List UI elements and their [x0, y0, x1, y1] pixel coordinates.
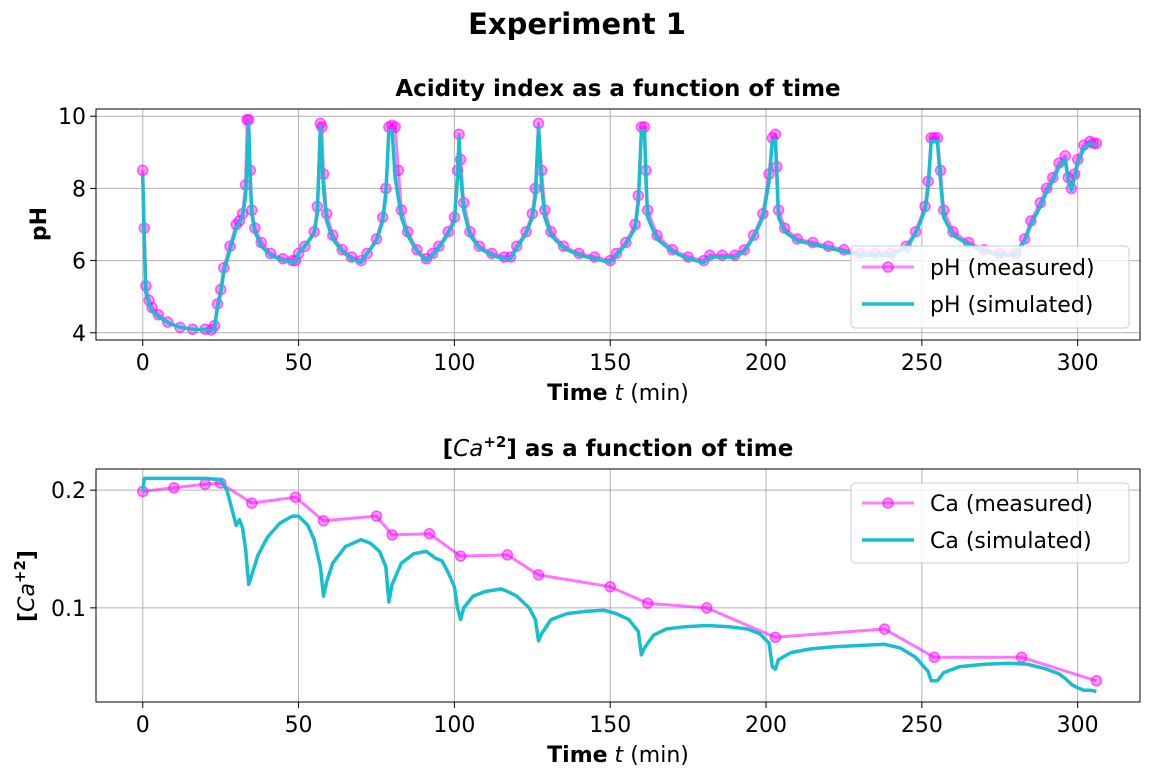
ca-x-tick-label: 100 [433, 713, 475, 738]
ca-measured-point [423, 527, 436, 540]
ca-legend-box [850, 482, 1130, 564]
ca-measured-point [289, 491, 302, 503]
ca-legend-simulated-label: Ca (simulated) [930, 529, 1092, 554]
ca-measured-point [246, 497, 258, 509]
ca-x-tick-label: 150 [589, 713, 631, 738]
ph-y-tick-label: 4 [72, 322, 86, 347]
ph-measured-point [769, 128, 782, 141]
ph-y-tick-label: 8 [72, 177, 86, 202]
ph-y-tick-label: 10 [58, 105, 86, 130]
ca-x-tick-label: 0 [136, 713, 150, 738]
ca-legend: Ca (measured) Ca (simulated) [850, 482, 1130, 564]
ph-plot-frame [95, 108, 1141, 341]
ca-x-ticks: 0 50 100 150 200 250 300 [136, 702, 1099, 738]
ph-x-tick-label: 0 [136, 351, 150, 376]
ph-simulated-line [140, 121, 1097, 333]
ph-legend-simulated-label: pH (simulated) [930, 293, 1093, 318]
ph-legend-measured-marker [882, 261, 894, 273]
ca-series-measured [136, 477, 1103, 687]
ca-measured-point [532, 569, 545, 581]
ca-measured-point [1015, 651, 1028, 664]
ca-y-tick-label: 0.1 [51, 597, 86, 622]
ph-x-tick-label: 300 [1057, 351, 1099, 376]
ca-panel: [Ca+2] as a function of time 0 50 100 150 20… [11, 433, 1141, 768]
ph-legend-measured-label: pH (measured) [930, 256, 1095, 281]
ca-series-simulated [140, 476, 1097, 694]
ca-chart-title: [Ca+2] as a function of time [443, 433, 794, 462]
ph-x-tick-label: 250 [901, 351, 943, 376]
ca-x-tick-label: 250 [901, 713, 943, 738]
ca-measured-point [928, 651, 941, 664]
ca-measured-point [317, 515, 330, 527]
ca-x-tick-label: 200 [745, 713, 787, 738]
ph-measured-point [136, 164, 149, 177]
ca-measured-point [199, 478, 211, 491]
ca-measured-line [142, 481, 1097, 683]
ph-y-ticks: 4 6 8 10 [58, 105, 96, 347]
ca-legend-measured-marker [882, 497, 894, 509]
ca-measured-point [1090, 675, 1103, 687]
ca-measured-point [386, 529, 398, 541]
ph-x-tick-label: 100 [433, 351, 475, 376]
ca-measured-point [168, 482, 180, 494]
ca-x-axis-label: Time t (min) [547, 743, 689, 768]
ph-chart-title: Acidity index as a function of time [395, 76, 840, 102]
ph-series-simulated [140, 121, 1097, 333]
ph-x-ticks: 0 50 100 150 200 250 300 [136, 340, 1099, 376]
ca-measured-point [701, 602, 713, 614]
ca-y-axis-label: [Ca+2] [11, 550, 40, 622]
ca-measured-point [501, 549, 514, 561]
ca-x-tick-label: 300 [1057, 713, 1099, 738]
ca-y-tick-label: 0.2 [51, 479, 86, 504]
ca-measured-point [370, 510, 383, 522]
ca-measured-point [878, 623, 891, 635]
ph-legend: pH (measured) pH (simulated) [850, 245, 1130, 329]
ca-measured-point [454, 550, 467, 562]
ca-simulated-line [140, 476, 1097, 694]
ca-measured-point [769, 631, 782, 644]
ph-y-tick-label: 6 [72, 250, 86, 275]
ph-x-axis-label: Time t (min) [547, 381, 689, 406]
ph-panel: Acidity index as a function of time 0 50 1… [27, 76, 1141, 406]
ph-x-tick-label: 200 [745, 351, 787, 376]
ph-x-tick-label: 150 [589, 351, 631, 376]
ph-y-axis-label: pH [27, 207, 52, 241]
ph-x-tick-label: 50 [285, 351, 313, 376]
ca-y-ticks: 0.1 0.2 [51, 479, 96, 622]
ca-measured-point [641, 597, 654, 609]
ca-measured-point [604, 580, 616, 593]
ph-legend-box [850, 245, 1130, 329]
ca-legend-measured-label: Ca (measured) [930, 492, 1093, 517]
figure-suptitle: Experiment 1 [468, 7, 686, 41]
ca-plot-frame [95, 468, 1141, 703]
ca-x-tick-label: 50 [285, 713, 313, 738]
